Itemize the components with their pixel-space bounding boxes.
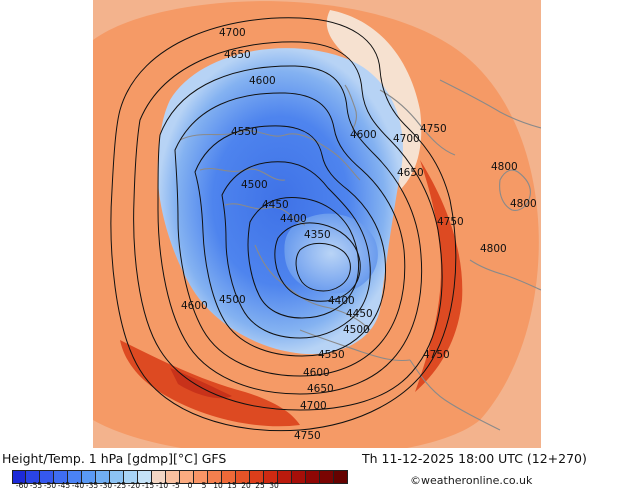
color-scale-swatch (222, 471, 236, 483)
hot-band-southwest (120, 340, 300, 427)
color-scale-tick: 30 (269, 481, 279, 490)
color-scale-swatch (250, 471, 264, 483)
color-scale-swatch (194, 471, 208, 483)
color-scale-swatch (96, 471, 110, 483)
contour-label: 4700 (300, 400, 327, 412)
contour-label: 4550 (231, 126, 258, 138)
color-scale-swatch (278, 471, 292, 483)
color-scale-tick: -35 (85, 481, 99, 490)
color-scale-swatch (40, 471, 54, 483)
color-scale-tick: -55 (29, 481, 43, 490)
color-scale-tick: 5 (201, 481, 207, 490)
color-scale-swatch (292, 471, 306, 483)
contour-label: 4500 (343, 324, 370, 336)
contour-label: 4600 (181, 300, 208, 312)
color-scale-swatch (110, 471, 124, 483)
contour-label: 4700 (219, 27, 246, 39)
contour-label: 4600 (350, 129, 377, 141)
contour-label: 4750 (437, 216, 464, 228)
contour-label: 4500 (241, 179, 268, 191)
color-scale-tick: -30 (99, 481, 113, 490)
color-scale-tick: -10 (155, 481, 169, 490)
color-scale-swatch (54, 471, 68, 483)
contour-label: 4450 (346, 308, 373, 320)
contour-label: 4800 (491, 161, 518, 173)
color-scale-labels: -60 -55 -50 -45 -40 -35 -30 -25 -20 -15 -10 -5 0 5 10 1… (12, 482, 352, 490)
color-scale-swatch (124, 471, 138, 483)
contour-labels: 4700 4650 4600 4550 4600 4700 4750 4650 … (181, 27, 537, 442)
contour-label: 4550 (318, 349, 345, 361)
color-scale-swatch (236, 471, 250, 483)
color-scale-tick: -15 (141, 481, 155, 490)
color-scale-tick: -20 (127, 481, 141, 490)
contour-label: 4600 (249, 75, 276, 87)
color-scale-swatch (26, 471, 40, 483)
contour-label: 4450 (262, 199, 289, 211)
color-scale-swatch (152, 471, 166, 483)
contour-label: 4650 (307, 383, 334, 395)
color-scale-swatch (12, 471, 26, 483)
contour-label: 4600 (303, 367, 330, 379)
contour-label: 4750 (294, 430, 321, 442)
contour-label: 4700 (393, 133, 420, 145)
height-contours (110, 17, 457, 432)
contour-label: 4750 (420, 123, 447, 135)
valid-datetime: Th 11-12-2025 18:00 UTC (12+270) (362, 451, 587, 466)
credit-text: ©weatheronline.co.uk (410, 474, 533, 487)
color-scale-swatch (68, 471, 82, 483)
contour-label: 4750 (423, 349, 450, 361)
color-scale-swatch (306, 471, 320, 483)
hot-core-southwest (170, 368, 232, 399)
contour-label: 4800 (510, 198, 537, 210)
contour-label: 4500 (219, 294, 246, 306)
color-scale-swatch (264, 471, 278, 483)
color-scale-swatch (180, 471, 194, 483)
color-scale-bar (12, 470, 348, 484)
color-scale-tick: 25 (255, 481, 265, 490)
map-title: Height/Temp. 1 hPa [gdmp][°C] GFS (2, 451, 227, 466)
color-scale-tick: -5 (172, 481, 180, 490)
color-scale-swatch (334, 471, 348, 483)
color-scale-tick: -45 (57, 481, 71, 490)
color-scale-swatch (208, 471, 222, 483)
color-scale-tick: -50 (43, 481, 57, 490)
color-scale-tick: 20 (241, 481, 251, 490)
contour-label: 4350 (304, 229, 331, 241)
color-scale-swatch (166, 471, 180, 483)
color-scale-swatch (82, 471, 96, 483)
contour-label: 4650 (224, 49, 251, 61)
color-scale-tick: -40 (71, 481, 85, 490)
contour-label: 4650 (397, 167, 424, 179)
hot-band-east (415, 160, 463, 392)
contour-label: 4800 (480, 243, 507, 255)
geopotential-height-map: 4700 4650 4600 4550 4600 4700 4750 4650 … (93, 0, 541, 448)
map-panel: 4700 4650 4600 4550 4600 4700 4750 4650 … (93, 0, 541, 448)
color-scale-tick: 15 (227, 481, 237, 490)
vortex-core (284, 213, 378, 294)
color-scale-swatch (138, 471, 152, 483)
contour-label: 4400 (328, 295, 355, 307)
contour-label: 4400 (280, 213, 307, 225)
color-scale-tick: 10 (213, 481, 223, 490)
color-scale-swatch (320, 471, 334, 483)
color-scale-tick: -25 (113, 481, 127, 490)
color-scale-tick: -60 (15, 481, 29, 490)
color-scale-tick: 0 (187, 481, 193, 490)
